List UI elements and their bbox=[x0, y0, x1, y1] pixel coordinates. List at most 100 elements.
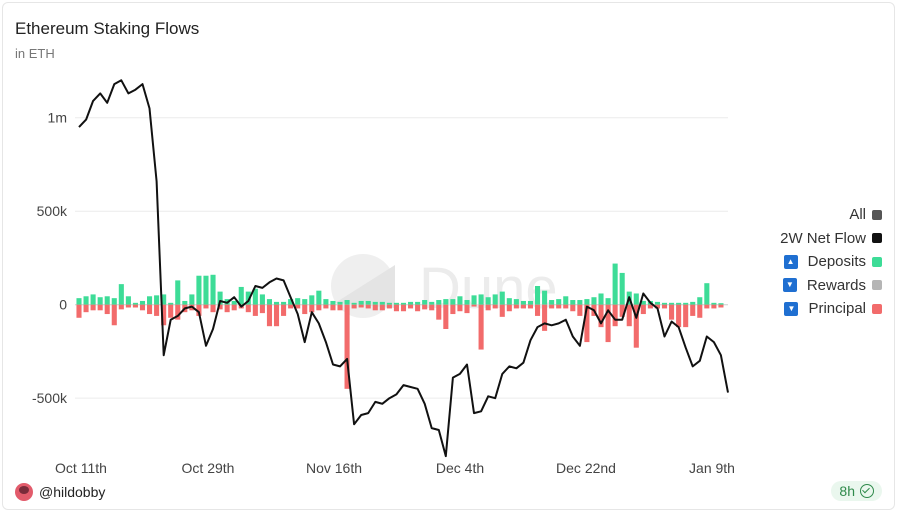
legend-swatch bbox=[872, 280, 882, 291]
deposit-bar bbox=[323, 299, 329, 305]
principal-bar bbox=[506, 304, 512, 312]
principal-bar bbox=[549, 304, 555, 309]
deposit-bar bbox=[393, 302, 399, 305]
principal-bar bbox=[386, 304, 392, 309]
principal-bar bbox=[379, 304, 385, 311]
deposit-bar bbox=[591, 297, 597, 305]
deposit-bar bbox=[288, 299, 294, 305]
deposit-bar bbox=[690, 301, 696, 305]
author[interactable]: @hildobby bbox=[15, 483, 105, 501]
principal-bar bbox=[492, 304, 498, 309]
deposit-bar bbox=[330, 300, 336, 305]
principal-bar bbox=[302, 304, 308, 315]
principal-bar bbox=[323, 304, 329, 309]
legend-item-rewards[interactable]: ▼ Rewards bbox=[780, 274, 882, 298]
deposit-bar bbox=[189, 294, 195, 305]
legend-item-deposits[interactable]: ▲ Deposits bbox=[780, 250, 882, 274]
principal-bar bbox=[231, 304, 237, 311]
deposit-bar bbox=[351, 302, 357, 305]
legend-item-principal[interactable]: ▼ Principal bbox=[780, 297, 882, 321]
principal-bar bbox=[147, 304, 153, 315]
principal-bar bbox=[309, 304, 315, 313]
principal-bar bbox=[295, 304, 301, 309]
deposit-bar bbox=[111, 298, 117, 305]
deposit-bar bbox=[132, 302, 138, 305]
author-name: @hildobby bbox=[39, 484, 106, 500]
x-tick-label: Dec 4th bbox=[436, 460, 484, 476]
deposit-bar bbox=[168, 302, 174, 305]
principal-bar bbox=[534, 304, 541, 316]
deposit-bar bbox=[605, 298, 611, 305]
principal-bar bbox=[605, 304, 611, 343]
deposit-bar bbox=[196, 275, 202, 305]
deposit-bar bbox=[358, 300, 364, 305]
deposit-bar bbox=[273, 301, 280, 305]
principal-bar bbox=[436, 304, 442, 320]
principal-bar bbox=[718, 304, 724, 308]
x-tick-label: Oct 11th bbox=[55, 460, 107, 476]
principal-bar bbox=[647, 304, 653, 309]
deposit-bar bbox=[584, 299, 590, 305]
deposit-bar bbox=[386, 302, 392, 305]
deposit-bar bbox=[266, 299, 273, 305]
deposit-bar bbox=[676, 302, 682, 305]
deposit-bar bbox=[161, 294, 167, 305]
legend-label: 2W Net Flow bbox=[780, 229, 866, 247]
principal-bar bbox=[429, 304, 435, 311]
deposit-bar bbox=[309, 295, 315, 305]
triangle-down-icon[interactable]: ▼ bbox=[782, 278, 797, 293]
deposit-bar bbox=[259, 294, 265, 305]
deposit-bar bbox=[534, 286, 541, 305]
triangle-up-icon[interactable]: ▲ bbox=[783, 254, 798, 269]
deposit-bar bbox=[139, 300, 146, 305]
principal-bar bbox=[542, 304, 548, 331]
principal-bar bbox=[196, 304, 202, 316]
principal-bar bbox=[520, 304, 526, 309]
principal-bar bbox=[527, 304, 534, 309]
principal-bar bbox=[125, 304, 131, 308]
deposit-bar bbox=[422, 300, 428, 305]
y-tick-label: 500k bbox=[37, 203, 68, 219]
deposit-bar bbox=[527, 300, 534, 305]
deposit-bar bbox=[90, 294, 96, 305]
principal-bar bbox=[139, 304, 146, 311]
chart-title: Ethereum Staking Flows bbox=[15, 19, 200, 38]
deposit-bar bbox=[83, 296, 89, 305]
y-tick-label: 0 bbox=[59, 297, 67, 313]
principal-bar bbox=[633, 304, 639, 348]
x-tick-label: Jan 9th bbox=[689, 460, 735, 476]
principal-bar bbox=[669, 304, 675, 320]
principal-bar bbox=[104, 304, 110, 315]
legend-swatch bbox=[872, 256, 882, 267]
principal-bar bbox=[330, 304, 336, 311]
refresh-badge[interactable]: 8h bbox=[831, 481, 882, 501]
principal-bar bbox=[513, 304, 519, 309]
deposit-bar bbox=[415, 301, 421, 305]
principal-bar bbox=[154, 304, 160, 316]
principal-bar bbox=[640, 304, 646, 315]
principal-bar bbox=[464, 304, 470, 314]
principal-bar bbox=[266, 304, 273, 327]
legend-item-all[interactable]: All bbox=[780, 203, 882, 227]
deposit-bar bbox=[154, 295, 160, 305]
deposit-bar bbox=[464, 300, 470, 305]
deposit-bar bbox=[400, 302, 407, 305]
legend-item-net-flow[interactable]: 2W Net Flow bbox=[780, 227, 882, 251]
deposit-bar bbox=[337, 301, 343, 305]
deposit-bar bbox=[372, 301, 378, 305]
legend: All 2W Net Flow ▲ Deposits ▼ Rewards ▼ P… bbox=[780, 203, 882, 321]
deposit-bar bbox=[252, 288, 258, 305]
x-tick-label: Dec 22nd bbox=[556, 460, 616, 476]
triangle-down-icon[interactable]: ▼ bbox=[784, 301, 799, 316]
refresh-age: 8h bbox=[839, 483, 855, 499]
principal-bar bbox=[245, 304, 251, 313]
deposit-bar bbox=[478, 294, 484, 305]
principal-bar bbox=[422, 304, 428, 310]
principal-bar bbox=[111, 304, 117, 326]
deposit-bar bbox=[471, 295, 477, 305]
deposit-bar bbox=[210, 274, 216, 305]
deposit-bar bbox=[654, 301, 660, 305]
net-flow-line bbox=[78, 79, 729, 458]
deposit-bar bbox=[182, 300, 188, 305]
